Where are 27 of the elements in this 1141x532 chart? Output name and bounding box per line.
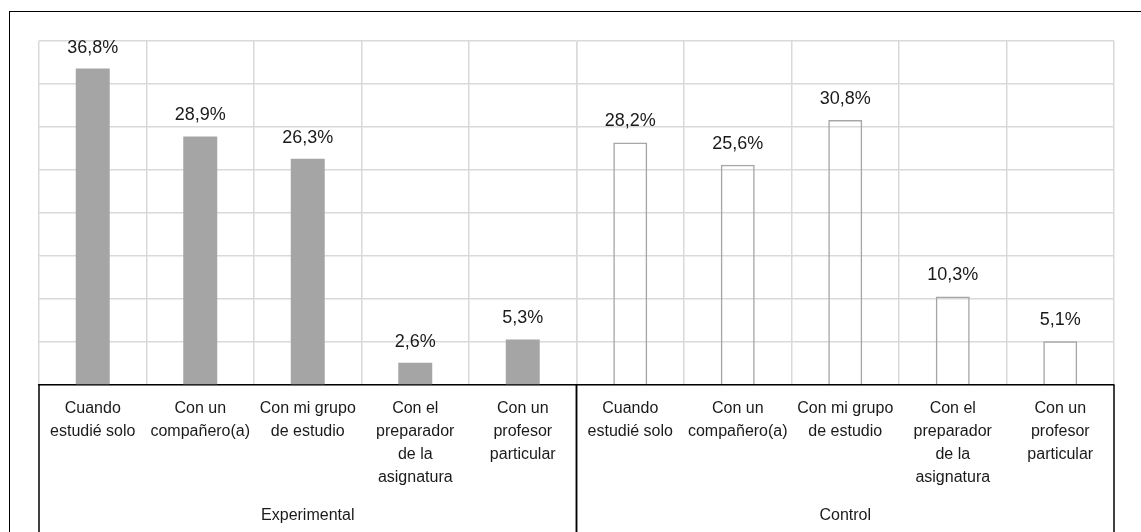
data-label: 30,8%	[819, 88, 871, 109]
data-label: 25,6%	[712, 132, 764, 153]
x-tick-label: Cuando estudié solo	[587, 398, 674, 439]
data-label: 36,8%	[67, 36, 119, 57]
x-tick-label: Con un compañero(a)	[687, 398, 788, 439]
bar	[505, 339, 540, 385]
data-label: 2,6%	[394, 330, 436, 351]
x-tick-label: Cuando estudié solo	[50, 398, 136, 439]
bar	[290, 158, 325, 385]
data-label: 5,3%	[502, 307, 544, 328]
x-tick-label: Con un profesor particular	[489, 398, 557, 463]
x-tick-label: Con un profesor particular	[1027, 398, 1094, 463]
data-label: 10,3%	[927, 264, 979, 285]
data-label: 5,1%	[1039, 309, 1081, 330]
x-axis-title: Control	[819, 505, 872, 523]
bar	[398, 362, 433, 385]
data-label: 26,3%	[282, 126, 334, 147]
data-label: 28,2%	[604, 110, 656, 131]
bar	[75, 68, 110, 385]
x-axis-title: Experimental	[261, 505, 355, 523]
data-label: 28,9%	[174, 104, 226, 125]
x-tick-label: Con un compañero(a)	[150, 398, 251, 439]
bar	[183, 136, 218, 385]
x-tick-label: Con mi grupo de estudio	[797, 398, 894, 439]
x-tick-label: Con el preparador de la asignatura	[376, 398, 456, 486]
x-tick-label: Con mi grupo de estudio	[259, 398, 356, 439]
x-tick-label: Con el preparador de la asignatura	[913, 398, 993, 486]
